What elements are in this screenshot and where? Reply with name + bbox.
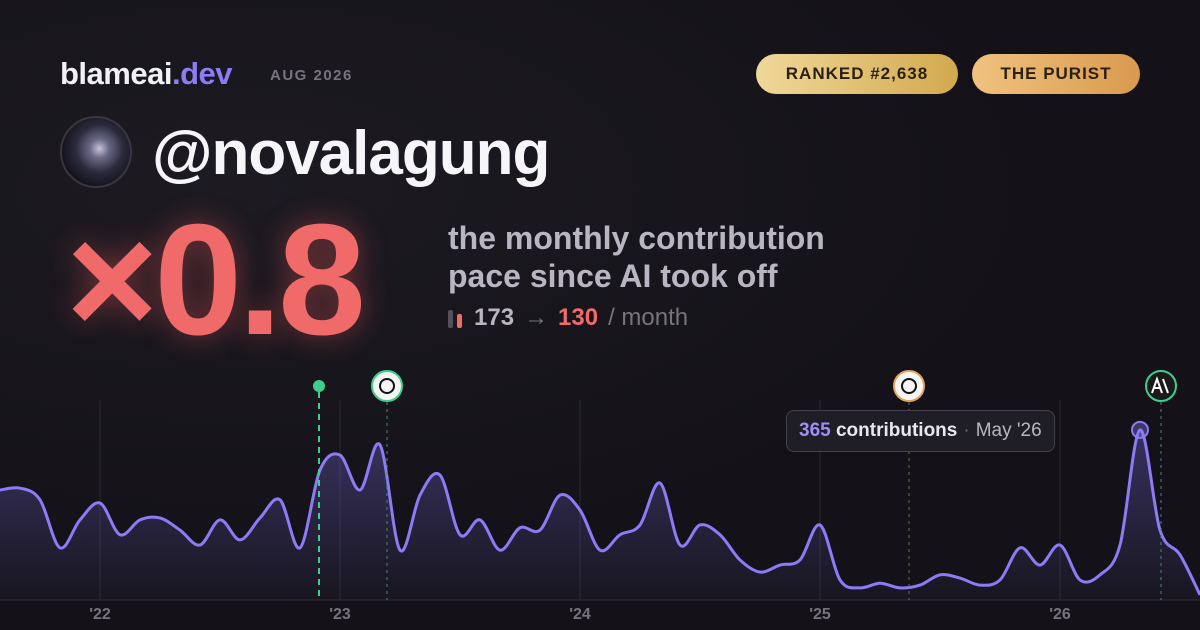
description: pace since AI took off (448, 258, 778, 294)
rank-badge: RANKED #2,638 (756, 54, 958, 94)
x-tick-label: '24 (569, 606, 591, 623)
unit: / month (608, 304, 689, 331)
openai-glyph (379, 378, 395, 394)
arrow: → (524, 304, 549, 331)
anthropic-glyph (1151, 376, 1169, 394)
multiplier: ×0.8 (66, 192, 366, 368)
brand-name: blameai (60, 56, 172, 91)
before-value: 173 (474, 304, 515, 331)
x-tick-label: '25 (809, 606, 831, 623)
tooltip-value: 365 (799, 420, 831, 441)
openai-icon (371, 370, 403, 402)
event-dot (313, 380, 325, 392)
tooltip-separator: · (963, 420, 970, 441)
x-tick-label: '26 (1049, 606, 1071, 623)
date: AUG 2026 (270, 67, 353, 84)
openai-icon (893, 370, 925, 402)
tooltip: 365 contributions · May '26 (786, 410, 1055, 452)
brand: blameai.dev (60, 56, 232, 92)
highlight-ring (1131, 420, 1149, 439)
line (0, 428, 1200, 596)
openai-glyph (901, 378, 917, 394)
stats: 173 → 130 / month (448, 304, 688, 332)
x-tick-label: '22 (89, 606, 111, 623)
after-value: 130 (558, 304, 599, 331)
anthropic-icon (1145, 370, 1177, 402)
description: the monthly contribution (448, 220, 825, 256)
handle: @novalagung (152, 119, 550, 188)
brand-tld: .dev (171, 56, 233, 91)
avatar (60, 116, 132, 188)
area-fill (0, 429, 1200, 600)
event-markers (313, 370, 1177, 600)
mini-bars (448, 308, 464, 328)
x-tick-label: '23 (329, 606, 351, 623)
style-badge: THE PURIST (972, 54, 1140, 94)
tooltip-date: May '26 (975, 420, 1042, 441)
tooltip-unit: contributions (835, 420, 958, 441)
